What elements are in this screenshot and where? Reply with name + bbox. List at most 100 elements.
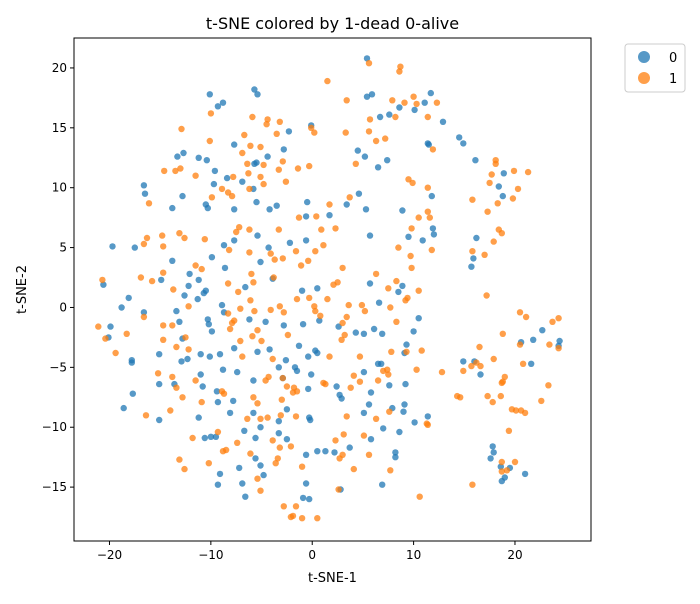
data-point-series-1 xyxy=(264,414,271,421)
data-point-series-1 xyxy=(279,374,286,382)
data-point-series-1 xyxy=(273,130,280,137)
data-point-series-1 xyxy=(497,392,504,400)
data-point-series-0 xyxy=(230,397,237,405)
data-point-series-1 xyxy=(206,137,213,145)
data-point-series-0 xyxy=(273,202,280,209)
data-point-series-0 xyxy=(239,480,246,487)
data-point-series-0 xyxy=(366,232,374,239)
data-point-series-0 xyxy=(206,353,213,360)
data-point-series-1 xyxy=(289,389,297,396)
x-tick-label: −20 xyxy=(97,548,122,562)
data-point-series-0 xyxy=(331,449,338,456)
data-point-series-0 xyxy=(428,192,435,200)
data-point-series-0 xyxy=(129,390,136,397)
data-point-series-1 xyxy=(489,398,496,406)
data-point-series-0 xyxy=(250,377,257,384)
data-point-series-0 xyxy=(169,204,176,212)
data-point-series-1 xyxy=(260,161,267,169)
data-point-series-1 xyxy=(402,297,409,304)
data-point-series-1 xyxy=(270,274,277,281)
data-point-series-1 xyxy=(276,303,283,310)
data-point-series-0 xyxy=(411,106,418,114)
data-point-series-1 xyxy=(385,285,392,292)
data-point-series-0 xyxy=(246,316,253,323)
data-point-series-1 xyxy=(438,368,446,376)
data-point-series-1 xyxy=(503,467,511,474)
data-point-series-1 xyxy=(538,397,545,405)
data-point-series-0 xyxy=(251,160,258,167)
data-point-series-1 xyxy=(313,213,320,220)
data-point-series-1 xyxy=(237,337,244,345)
data-point-series-0 xyxy=(200,289,207,297)
data-point-series-1 xyxy=(424,208,431,215)
data-point-series-1 xyxy=(95,323,102,330)
data-point-series-0 xyxy=(118,304,125,311)
data-point-series-1 xyxy=(267,306,274,314)
data-point-series-0 xyxy=(262,318,269,325)
data-point-series-1 xyxy=(160,243,167,250)
data-point-series-1 xyxy=(346,194,353,201)
data-point-series-1 xyxy=(173,384,180,391)
data-point-series-0 xyxy=(304,198,311,206)
data-point-series-1 xyxy=(514,185,522,193)
data-point-series-0 xyxy=(456,134,463,141)
data-point-series-1 xyxy=(279,255,286,262)
data-point-series-1 xyxy=(306,294,313,302)
data-point-series-1 xyxy=(484,208,491,215)
data-point-series-1 xyxy=(343,413,350,420)
data-point-series-0 xyxy=(231,206,238,213)
data-point-series-0 xyxy=(468,263,475,270)
data-point-series-1 xyxy=(258,337,265,345)
data-point-series-1 xyxy=(343,97,350,104)
data-point-series-1 xyxy=(181,234,188,242)
data-point-series-1 xyxy=(350,465,357,473)
y-tick-label: 0 xyxy=(59,300,67,314)
data-point-series-0 xyxy=(302,213,310,220)
data-point-series-1 xyxy=(225,246,233,254)
data-point-series-1 xyxy=(498,458,505,466)
data-point-series-0 xyxy=(197,351,204,358)
data-point-series-0 xyxy=(250,409,257,417)
x-tick-label: 20 xyxy=(507,548,522,562)
data-point-series-0 xyxy=(499,192,506,200)
data-point-series-1 xyxy=(306,162,313,170)
data-point-series-1 xyxy=(318,226,325,233)
data-point-series-0 xyxy=(490,449,497,456)
data-point-series-0 xyxy=(333,383,340,390)
data-point-series-0 xyxy=(380,425,387,432)
data-point-series-1 xyxy=(145,200,153,207)
data-point-series-0 xyxy=(216,351,224,358)
data-point-series-1 xyxy=(341,331,348,339)
data-point-series-0 xyxy=(305,353,312,360)
data-point-series-1 xyxy=(260,180,267,188)
data-point-series-1 xyxy=(499,330,506,337)
data-point-series-1 xyxy=(167,407,174,414)
data-point-series-0 xyxy=(257,258,264,266)
data-point-series-1 xyxy=(395,244,402,251)
chart-title: t-SNE colored by 1-dead 0-alive xyxy=(206,14,459,33)
data-point-series-0 xyxy=(295,342,303,349)
data-point-series-1 xyxy=(490,238,497,245)
data-point-series-0 xyxy=(181,292,188,299)
data-point-series-1 xyxy=(224,310,232,317)
data-point-series-1 xyxy=(494,200,501,207)
data-point-series-1 xyxy=(275,166,282,173)
data-point-series-0 xyxy=(178,358,185,365)
data-point-series-0 xyxy=(275,430,282,437)
data-point-series-1 xyxy=(169,322,176,329)
data-point-series-1 xyxy=(293,295,301,303)
data-point-series-1 xyxy=(324,77,331,85)
data-point-series-0 xyxy=(375,299,383,306)
data-point-series-0 xyxy=(392,454,399,461)
data-point-series-0 xyxy=(251,86,258,93)
data-point-series-1 xyxy=(185,346,192,353)
data-point-series-0 xyxy=(302,237,310,244)
data-point-series-1 xyxy=(519,360,527,367)
data-point-series-1 xyxy=(305,257,312,264)
data-point-series-1 xyxy=(257,173,264,181)
data-point-series-1 xyxy=(179,394,186,401)
data-point-series-1 xyxy=(387,467,394,474)
data-point-series-1 xyxy=(311,303,318,310)
data-point-series-1 xyxy=(280,309,287,316)
